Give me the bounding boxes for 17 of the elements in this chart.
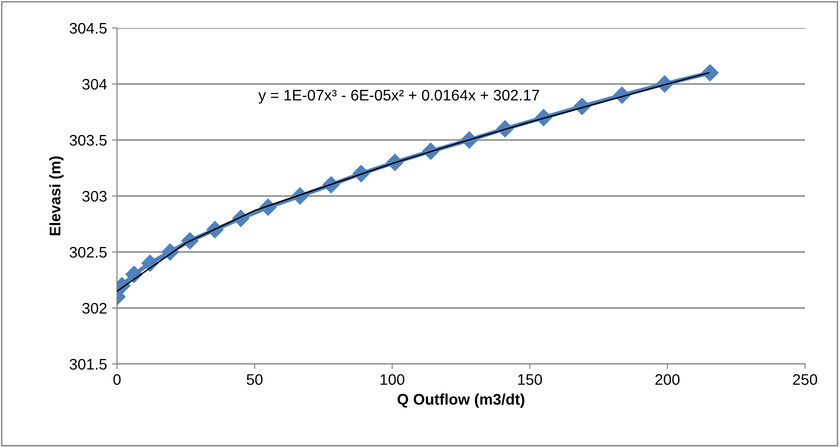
y-tick-label: 303	[82, 190, 107, 202]
y-tick-label: 304	[82, 78, 107, 90]
y-axis-title: Elevasi (m)	[49, 156, 64, 236]
y-tick-label: 303.5	[70, 134, 107, 146]
x-tick-label: 50	[246, 374, 262, 385]
y-tick-label: 304.5	[70, 22, 107, 34]
annotation: y = 1E-07x³ - 6E-05x² + 0.0164x + 302.17	[258, 90, 540, 104]
x-tick-label: 150	[518, 374, 542, 385]
y-tick-label: 302	[82, 302, 107, 314]
point	[702, 64, 719, 82]
y-tick-label: 301.5	[70, 358, 107, 370]
y-tick-label: 302.5	[70, 246, 107, 258]
x-tick-label: 250	[793, 374, 818, 385]
x-axis-title: Q Outflow (m3/dt)	[398, 394, 524, 408]
x-tick-label: 200	[655, 374, 680, 385]
x-tick-label: 0	[113, 374, 121, 385]
x-tick-label: 100	[380, 374, 404, 385]
